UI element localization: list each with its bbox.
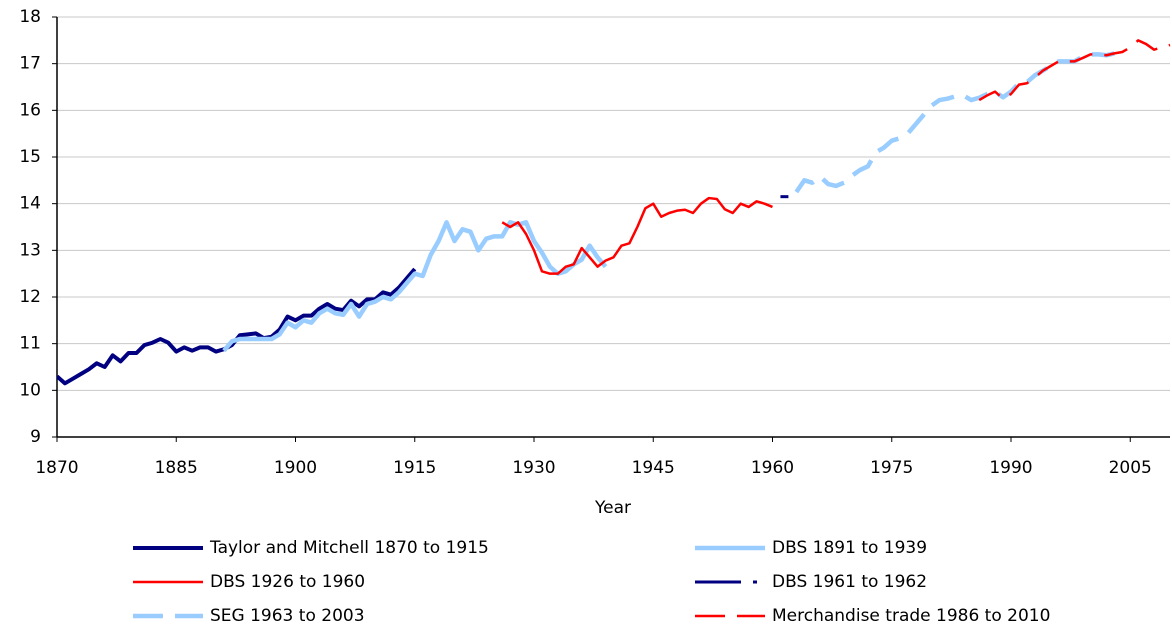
legend-label: Taylor and Mitchell 1870 to 1915 bbox=[209, 538, 489, 558]
y-tick-label: 18 bbox=[19, 7, 41, 27]
y-tick-label: 9 bbox=[30, 427, 41, 447]
x-tick-label: 1930 bbox=[512, 458, 555, 478]
legend-label: SEG 1963 to 2003 bbox=[210, 606, 365, 626]
x-tick-label: 1885 bbox=[155, 458, 198, 478]
legend-label: Merchandise trade 1986 to 2010 bbox=[772, 606, 1050, 626]
x-tick-label: 1870 bbox=[35, 458, 78, 478]
x-axis-label: Year bbox=[594, 498, 631, 518]
series-line bbox=[978, 39, 1171, 102]
legend-label: DBS 1926 to 1960 bbox=[210, 572, 365, 592]
y-tick-label: 16 bbox=[19, 100, 41, 120]
x-tick-label: 2005 bbox=[1109, 458, 1152, 478]
series-line bbox=[222, 220, 608, 353]
series-line bbox=[57, 267, 417, 386]
x-tick-label: 1975 bbox=[870, 458, 913, 478]
y-tick-label: 14 bbox=[19, 194, 41, 214]
y-tick-label: 15 bbox=[19, 147, 41, 167]
y-tick-label: 12 bbox=[19, 287, 41, 307]
y-tick-label: 10 bbox=[19, 380, 41, 400]
legend-label: DBS 1891 to 1939 bbox=[772, 538, 927, 558]
x-tick-label: 1960 bbox=[751, 458, 794, 478]
series-line bbox=[794, 51, 1115, 194]
x-tick-label: 1945 bbox=[632, 458, 675, 478]
x-tick-label: 1990 bbox=[989, 458, 1032, 478]
y-tick-label: 17 bbox=[19, 54, 41, 74]
legend-label: DBS 1961 to 1962 bbox=[772, 572, 927, 592]
y-tick-label: 13 bbox=[19, 240, 41, 260]
series-line bbox=[501, 196, 773, 275]
x-tick-label: 1915 bbox=[393, 458, 436, 478]
x-tick-label: 1900 bbox=[274, 458, 317, 478]
y-tick-label: 11 bbox=[19, 334, 41, 354]
